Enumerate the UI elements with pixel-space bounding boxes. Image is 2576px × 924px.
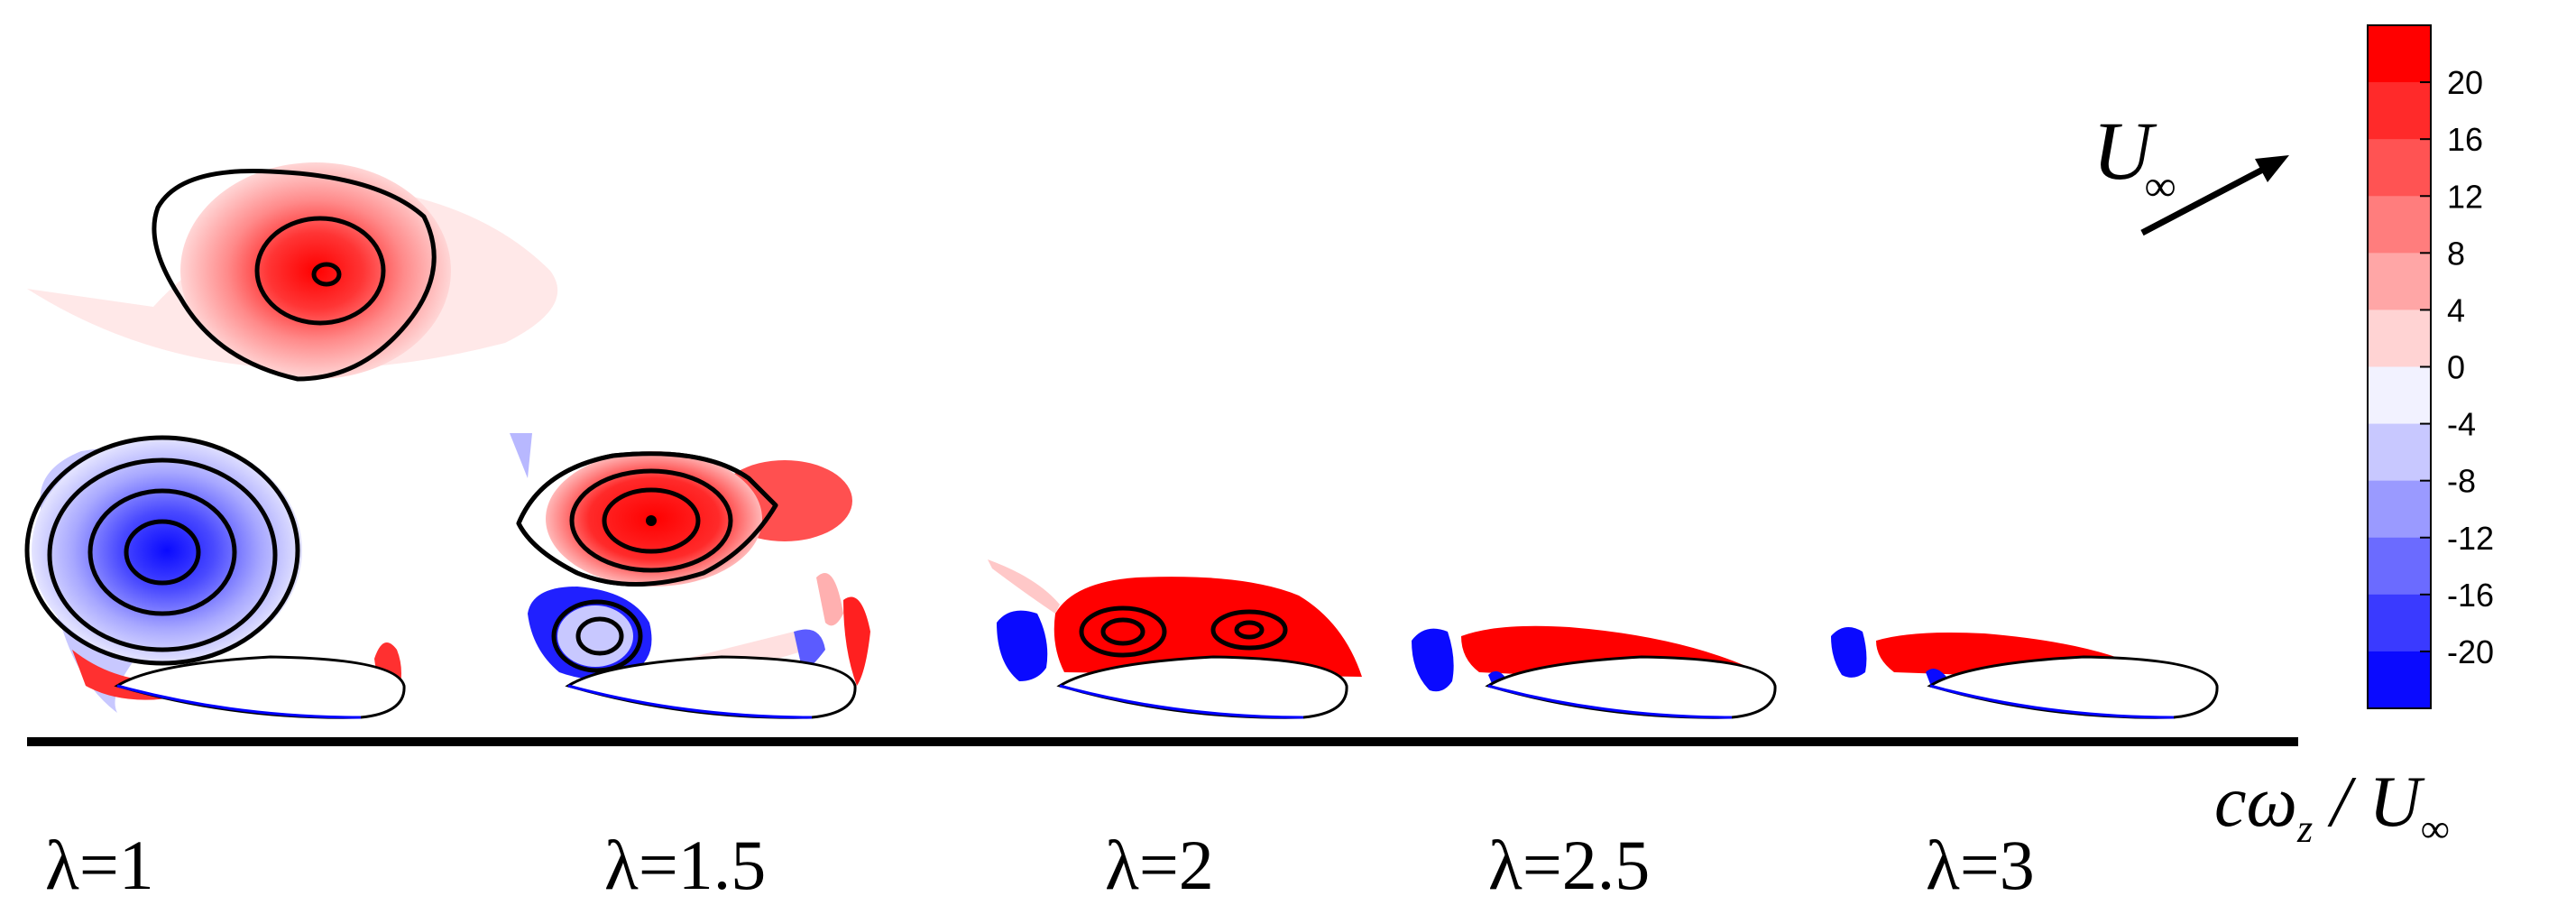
panel-lambda-2.5 <box>1412 625 1777 719</box>
colorbar: 20 16 12 8 4 0 -4 -8 -12 -16 -20 <box>2367 24 2494 709</box>
lev-contour-3 <box>87 488 237 616</box>
lev-contour-4 <box>124 519 201 586</box>
airfoil-4-underside <box>1487 684 1733 719</box>
panel-lambda-1.5 <box>510 433 870 719</box>
panel5-le-negative <box>1831 627 1867 678</box>
panel-label-1: λ=1 <box>45 826 154 904</box>
lev-negative-core <box>32 438 302 663</box>
airfoil-1 <box>114 655 406 719</box>
colorbar-tick-label: 8 <box>2447 235 2465 272</box>
panel3-feeding-sheet <box>988 559 1060 614</box>
colorbar-band <box>2368 537 2431 596</box>
colorbar-title: cωz / U∞ <box>2214 762 2450 851</box>
freestream-subscript: ∞ <box>2145 162 2176 210</box>
panel2-vortex-contour-mid <box>569 468 733 573</box>
colorbar-tick-label: -16 <box>2447 577 2494 614</box>
lev-contour-1 <box>24 435 300 666</box>
colorbar-tick-label: -20 <box>2447 633 2494 670</box>
panel4-le-negative <box>1412 628 1454 692</box>
airfoil-3-underside <box>1059 684 1304 719</box>
panel-label-3: λ=2 <box>1105 826 1214 904</box>
panel3-contour-a-outer <box>1079 605 1167 658</box>
lev-contour-2 <box>47 457 278 652</box>
ground-line <box>27 737 2298 746</box>
colorbar-band <box>2368 139 2431 197</box>
panel2-vortex-core <box>646 515 657 526</box>
colorbar-title-sub-z: z <box>2296 807 2313 851</box>
colorbar-band <box>2368 82 2431 140</box>
shed-vortex-contour-core <box>311 262 342 287</box>
colorbar-title-slash: / U <box>2313 762 2425 842</box>
airfoil-2-underside <box>567 684 813 719</box>
colorbar-tick-label: 16 <box>2447 121 2483 158</box>
colorbar-title-sub-inf: ∞ <box>2421 807 2449 851</box>
tip-negative-sliver <box>510 433 532 478</box>
panel-lambda-3 <box>1831 627 2219 719</box>
freestream-symbol: U <box>2093 105 2157 197</box>
freestream-arrow-shaft <box>2140 161 2275 236</box>
panel3-lev-positive <box>1053 577 1362 677</box>
colorbar-title-c: c <box>2214 762 2247 842</box>
colorbar-band <box>2368 25 2431 83</box>
panel2-vortex-contour-outer-line <box>516 451 778 587</box>
colorbar-band <box>2368 480 2431 539</box>
freestream-indicator: U ∞ <box>2093 105 2289 236</box>
colorbar-band <box>2368 594 2431 652</box>
panel2-vortex-contour-inner <box>602 487 701 554</box>
panel2-negative-contour-inner <box>575 616 624 656</box>
panel2-negative-contour-outer <box>551 599 643 673</box>
airfoil-5-underside <box>1929 684 2175 719</box>
airfoil-1-underside <box>116 684 362 719</box>
colorbar-band <box>2368 651 2431 709</box>
shed-vortex-contour-mid <box>254 216 386 326</box>
panel-label-5: λ=3 <box>1926 826 2035 904</box>
panel3-contour-b-inner <box>1234 620 1265 640</box>
panel-lambda-2 <box>988 559 1362 719</box>
panel3-contour-b-outer <box>1210 609 1288 651</box>
svg-text:cωz / U∞: cωz / U∞ <box>2214 762 2450 851</box>
colorbar-tick-label: 20 <box>2447 64 2483 101</box>
panel-label-4: λ=2.5 <box>1488 826 1650 904</box>
colorbar-band <box>2368 253 2431 310</box>
panel3-le-negative <box>997 610 1048 681</box>
shed-vortex-contour-outer <box>152 169 437 382</box>
colorbar-tick-label: -4 <box>2447 406 2476 443</box>
colorbar-tick-label: -8 <box>2447 463 2476 500</box>
colorbar-band <box>2368 310 2431 367</box>
panel3-contour-a-inner <box>1100 617 1145 646</box>
colorbar-band <box>2368 423 2431 482</box>
panel-label-2: λ=1.5 <box>604 826 766 904</box>
colorbar-band <box>2368 196 2431 254</box>
panel-lambda-1 <box>24 162 558 719</box>
colorbar-title-omega: ω <box>2247 762 2297 842</box>
colorbar-tick-label: -12 <box>2447 520 2494 557</box>
panel2-te-red <box>843 596 870 686</box>
colorbar-tick-label: 0 <box>2447 349 2465 386</box>
freestream-arrow-head <box>2255 155 2289 182</box>
colorbar-band <box>2368 366 2431 425</box>
colorbar-tick-label: 4 <box>2447 291 2465 328</box>
panel2-vertical-sliver <box>816 573 843 626</box>
colorbar-tick-label: 12 <box>2447 178 2483 215</box>
